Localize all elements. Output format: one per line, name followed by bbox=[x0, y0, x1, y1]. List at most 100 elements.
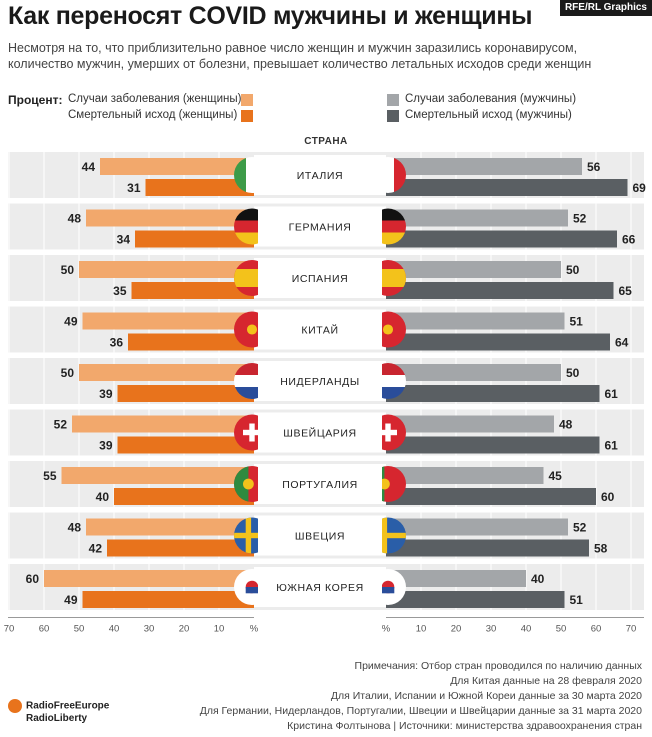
tick-label-right: 30 bbox=[486, 624, 497, 635]
value-label-women-cases: 50 bbox=[61, 263, 75, 277]
value-label-women-deaths: 39 bbox=[99, 439, 113, 453]
note-line: Для Италии, Испании и Южной Кореи данные… bbox=[330, 690, 642, 702]
rferl-logo: RadioFreeEurope RadioLiberty bbox=[8, 699, 109, 725]
country-label-box bbox=[258, 156, 382, 194]
rferl-logo-icon bbox=[8, 699, 22, 713]
value-label-women-deaths: 49 bbox=[64, 593, 78, 607]
value-label-men-deaths: 58 bbox=[594, 542, 608, 556]
bar-women-deaths bbox=[114, 488, 254, 505]
bar-women-cases bbox=[100, 158, 254, 175]
bar-women-deaths bbox=[82, 591, 254, 608]
country-label: ЮЖНАЯ КОРЕЯ bbox=[276, 582, 364, 594]
country-label: ПОРТУГАЛИЯ bbox=[282, 479, 358, 491]
bar-women-deaths bbox=[135, 230, 254, 248]
country-label-box bbox=[258, 259, 382, 297]
value-label-men-cases: 45 bbox=[549, 469, 563, 483]
value-label-men-deaths: 61 bbox=[605, 387, 619, 401]
legend-women-deaths-swatch bbox=[241, 110, 253, 122]
tick-label-right: 50 bbox=[556, 624, 567, 635]
legend-men-cases-label: Случаи заболевания (мужчины) bbox=[405, 93, 577, 105]
bar-men-deaths bbox=[386, 591, 565, 608]
value-label-women-deaths: 35 bbox=[113, 284, 127, 298]
bar-men-deaths bbox=[386, 385, 600, 402]
value-label-men-deaths: 69 bbox=[633, 181, 647, 195]
country-label-box bbox=[258, 568, 382, 606]
bar-men-cases bbox=[386, 312, 565, 330]
value-label-men-cases: 48 bbox=[559, 418, 573, 432]
graphics-credit: RFE/RL Graphics bbox=[559, 0, 652, 16]
country-label-box bbox=[258, 413, 382, 452]
note-line: Примечания: Отбор стран проводился по на… bbox=[354, 660, 642, 672]
tick-label-left: 10 bbox=[214, 624, 225, 635]
bar-women-deaths bbox=[128, 333, 254, 351]
bar-women-deaths bbox=[117, 385, 254, 402]
value-label-women-cases: 55 bbox=[43, 469, 57, 483]
bar-women-deaths bbox=[131, 282, 254, 299]
bar-men-cases bbox=[386, 209, 568, 227]
country-label: ИТАЛИЯ bbox=[297, 170, 343, 182]
tick-label-left: 30 bbox=[144, 624, 155, 635]
bar-women-cases bbox=[72, 415, 254, 433]
country-label-box bbox=[258, 465, 382, 503]
bar-men-deaths bbox=[386, 539, 589, 557]
country-label: ШВЕЙЦАРИЯ bbox=[283, 427, 356, 440]
country-label: ГЕРМАНИЯ bbox=[289, 222, 352, 234]
value-label-women-cases: 48 bbox=[68, 521, 82, 535]
value-label-men-deaths: 66 bbox=[622, 233, 636, 247]
tick-label-left: 40 bbox=[109, 624, 120, 635]
tick-label-right: 60 bbox=[591, 624, 602, 635]
value-label-women-deaths: 31 bbox=[127, 181, 141, 195]
page-title: Как переносят COVID мужчины и женщины bbox=[8, 2, 533, 30]
value-label-men-cases: 52 bbox=[573, 521, 587, 535]
bar-men-cases bbox=[386, 518, 568, 536]
value-label-men-deaths: 64 bbox=[615, 336, 629, 350]
bar-men-deaths bbox=[386, 333, 610, 351]
tick-label-left: 60 bbox=[39, 624, 50, 635]
note-line: Для Китая данные на 28 февраля 2020 bbox=[450, 675, 642, 687]
bar-women-cases bbox=[44, 570, 254, 587]
value-label-women-cases: 60 bbox=[26, 572, 40, 586]
bar-men-cases bbox=[386, 364, 561, 381]
value-label-women-deaths: 39 bbox=[99, 387, 113, 401]
country-label-box bbox=[258, 207, 382, 246]
tick-label-right: 10 bbox=[416, 624, 427, 635]
value-label-women-cases: 44 bbox=[82, 160, 96, 174]
value-label-women-cases: 48 bbox=[68, 212, 82, 226]
bar-men-cases bbox=[386, 570, 526, 587]
bar-women-cases bbox=[79, 364, 254, 381]
tick-label-left: 70 bbox=[4, 624, 15, 635]
country-label-box bbox=[258, 310, 382, 349]
legend-men-deaths-label: Смертельный исход (мужчины) bbox=[405, 109, 572, 121]
country-label-box bbox=[258, 516, 382, 555]
country-label: ШВЕЦИЯ bbox=[295, 531, 345, 543]
page-subtitle: Несмотря на то, что приблизительно равно… bbox=[8, 41, 592, 71]
value-label-men-cases: 50 bbox=[566, 263, 580, 277]
country-label: ИСПАНИЯ bbox=[292, 273, 349, 285]
tick-label-right: 20 bbox=[451, 624, 462, 635]
value-label-women-deaths: 36 bbox=[110, 336, 124, 350]
note-line: Кристина Фолтынова | Источники: министер… bbox=[287, 720, 642, 732]
bar-men-deaths bbox=[386, 488, 596, 505]
value-label-women-cases: 52 bbox=[54, 418, 68, 432]
bar-men-cases bbox=[386, 261, 561, 278]
value-label-men-cases: 52 bbox=[573, 212, 587, 226]
legend-women-cases-swatch bbox=[241, 94, 253, 106]
tick-label-right: % bbox=[382, 624, 391, 635]
bar-men-cases bbox=[386, 467, 544, 484]
bar-women-cases bbox=[82, 312, 254, 330]
note-line: Для Германии, Нидерландов, Португалии, Ш… bbox=[199, 705, 642, 717]
legend-heading: Процент: bbox=[8, 93, 63, 107]
value-label-men-cases: 56 bbox=[587, 160, 601, 174]
tick-label-right: 70 bbox=[626, 624, 637, 635]
bar-women-deaths bbox=[145, 179, 254, 196]
value-label-women-deaths: 42 bbox=[89, 542, 103, 556]
legend-men-cases-swatch bbox=[387, 94, 399, 106]
logo-line-2: RadioLiberty bbox=[26, 713, 88, 724]
value-label-women-deaths: 40 bbox=[96, 490, 110, 504]
value-label-women-cases: 49 bbox=[64, 315, 78, 329]
tick-label-right: 40 bbox=[521, 624, 532, 635]
tick-label-left: 50 bbox=[74, 624, 85, 635]
bar-women-deaths bbox=[107, 539, 254, 557]
bar-women-cases bbox=[86, 518, 254, 536]
value-label-women-deaths: 34 bbox=[117, 233, 131, 247]
